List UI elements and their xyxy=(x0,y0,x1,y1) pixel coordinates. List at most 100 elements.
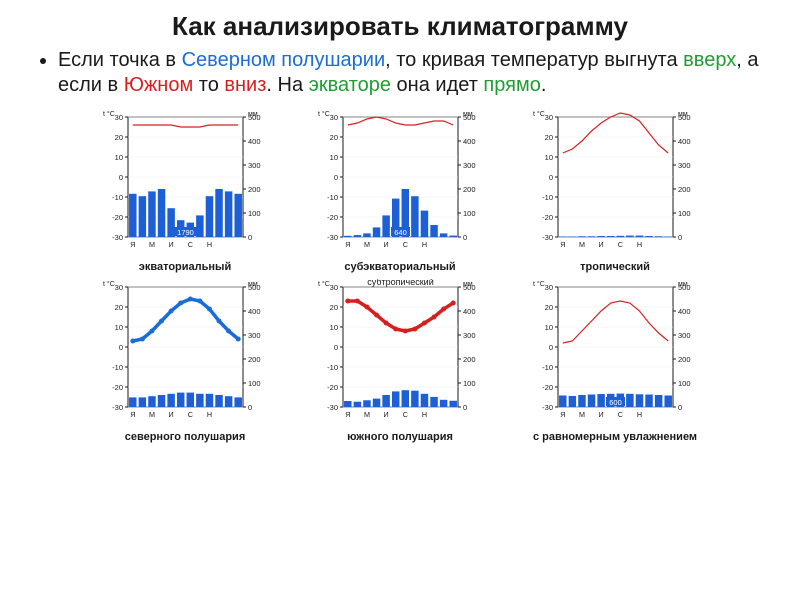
svg-text:0: 0 xyxy=(118,343,122,352)
svg-text:10: 10 xyxy=(544,153,552,162)
svg-text:-10: -10 xyxy=(327,363,338,372)
svg-text:0: 0 xyxy=(248,233,252,242)
precip-bar xyxy=(157,189,164,237)
precip-bar xyxy=(420,211,427,237)
precip-bar xyxy=(363,233,370,237)
svg-text:И: И xyxy=(383,240,388,249)
svg-text:t °C: t °C xyxy=(318,280,330,288)
svg-text:400: 400 xyxy=(248,307,261,316)
precip-bar xyxy=(148,191,155,237)
svg-text:-20: -20 xyxy=(327,213,338,222)
precip-bar xyxy=(148,396,155,407)
chart-cell: t °Cмм-30-20-1001020300100200300400500ЯМ… xyxy=(98,109,273,273)
svg-text:Н: Н xyxy=(421,240,426,249)
svg-text:С: С xyxy=(402,410,407,419)
svg-text:0: 0 xyxy=(248,403,252,412)
precip-bar xyxy=(224,191,231,237)
precip-bar xyxy=(411,196,418,237)
precip-bar xyxy=(449,401,456,407)
svg-text:500: 500 xyxy=(463,283,476,292)
svg-text:Н: Н xyxy=(636,410,641,419)
precip-bar xyxy=(597,236,604,237)
svg-text:С: С xyxy=(187,410,192,419)
svg-text:30: 30 xyxy=(114,283,122,292)
svg-text:-10: -10 xyxy=(112,193,123,202)
subtitle-span: . На xyxy=(266,74,308,96)
precip-bar xyxy=(411,391,418,407)
climograph-chart: t °Cмм-30-20-1001020300100200300400500ЯМ… xyxy=(313,109,488,259)
svg-text:100: 100 xyxy=(248,379,261,388)
svg-text:300: 300 xyxy=(463,331,476,340)
overlay-curve xyxy=(132,299,237,341)
svg-text:0: 0 xyxy=(548,343,552,352)
svg-text:300: 300 xyxy=(248,161,261,170)
svg-text:10: 10 xyxy=(114,153,122,162)
svg-text:0: 0 xyxy=(548,173,552,182)
svg-text:Я: Я xyxy=(560,410,565,419)
precip-bar xyxy=(606,236,613,237)
chart-row: t °Cмм-30-20-1001020300100200300400500ЯМ… xyxy=(30,279,770,443)
svg-text:И: И xyxy=(168,240,173,249)
precip-bar xyxy=(578,395,585,407)
precip-bar xyxy=(215,189,222,237)
svg-text:С: С xyxy=(617,240,622,249)
svg-text:-30: -30 xyxy=(542,233,553,242)
subtitle-span: , то кривая температур выгнута xyxy=(385,49,683,71)
climograph-chart: t °Cмм-30-20-1001020300100200300400500ЯМ… xyxy=(528,279,703,429)
chart-caption: южного полушария xyxy=(347,431,453,443)
svg-text:300: 300 xyxy=(248,331,261,340)
svg-text:-20: -20 xyxy=(542,383,553,392)
svg-text:200: 200 xyxy=(678,185,691,194)
precip-bar xyxy=(439,233,446,237)
svg-text:30: 30 xyxy=(114,113,122,122)
precip-bar xyxy=(626,394,633,407)
svg-text:М: М xyxy=(578,240,584,249)
precip-bar xyxy=(578,236,585,237)
subtitle-span: вниз xyxy=(224,74,266,96)
chart-cell: t °Cмм-30-20-1001020300100200300400500ЯМ… xyxy=(313,279,488,443)
precip-bar xyxy=(167,394,174,407)
svg-text:И: И xyxy=(383,410,388,419)
temperature-curve xyxy=(562,113,667,153)
precip-bar xyxy=(363,400,370,407)
subtitle-span: Южном xyxy=(124,74,194,96)
precip-bar xyxy=(568,396,575,407)
svg-text:-30: -30 xyxy=(542,403,553,412)
svg-text:500: 500 xyxy=(463,113,476,122)
chart-grid: t °Cмм-30-20-1001020300100200300400500ЯМ… xyxy=(30,109,770,443)
svg-text:500: 500 xyxy=(678,283,691,292)
page-title: Как анализировать климатограмму xyxy=(30,12,770,42)
svg-text:-30: -30 xyxy=(327,233,338,242)
svg-text:И: И xyxy=(598,410,603,419)
precip-bar xyxy=(344,401,351,407)
precip-bar xyxy=(138,196,145,237)
chart-caption: тропический xyxy=(580,261,650,273)
precip-bar xyxy=(626,236,633,237)
precip-bar xyxy=(372,227,379,237)
svg-text:-30: -30 xyxy=(112,233,123,242)
climograph-chart: t °Cмм-30-20-1001020300100200300400500ЯМ… xyxy=(98,279,273,429)
svg-text:400: 400 xyxy=(248,137,261,146)
svg-text:Я: Я xyxy=(130,240,135,249)
chart-cell: t °Cмм-30-20-1001020300100200300400500ЯМ… xyxy=(528,279,703,443)
precip-bar xyxy=(645,236,652,237)
svg-text:30: 30 xyxy=(329,283,337,292)
chart-cell: t °Cмм-30-20-1001020300100200300400500ЯМ… xyxy=(313,109,488,273)
svg-text:М: М xyxy=(148,410,154,419)
svg-text:t °C: t °C xyxy=(103,280,115,288)
svg-text:С: С xyxy=(617,410,622,419)
precip-bar xyxy=(234,194,241,237)
precip-bar xyxy=(616,236,623,237)
svg-text:200: 200 xyxy=(463,185,476,194)
svg-text:t °C: t °C xyxy=(103,110,115,118)
svg-text:Я: Я xyxy=(345,410,350,419)
precip-bar xyxy=(224,396,231,407)
svg-text:-30: -30 xyxy=(327,403,338,412)
svg-text:10: 10 xyxy=(114,323,122,332)
svg-text:20: 20 xyxy=(544,133,552,142)
overlay-curve xyxy=(347,301,452,331)
precip-bar xyxy=(129,397,136,407)
chart-cell: t °Cмм-30-20-1001020300100200300400500ЯМ… xyxy=(528,109,703,273)
svg-text:0: 0 xyxy=(333,173,337,182)
svg-text:0: 0 xyxy=(463,403,467,412)
